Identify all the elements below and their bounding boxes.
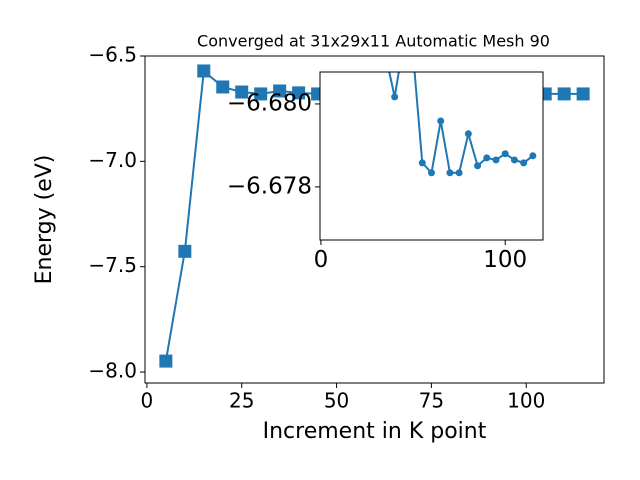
marker — [529, 152, 537, 160]
plot-area — [388, 72, 537, 177]
marker — [492, 156, 500, 164]
marker — [273, 84, 287, 98]
marker — [235, 85, 249, 99]
marker — [510, 156, 518, 164]
marker — [292, 86, 306, 100]
x-tick-label: 100 — [507, 389, 545, 413]
x-tick-label: 0 — [141, 389, 154, 413]
marker — [520, 159, 528, 167]
marker — [464, 130, 472, 138]
x-tick-label: 75 — [419, 389, 444, 413]
marker — [446, 169, 454, 177]
y-tick-label: −8.0 — [88, 359, 137, 383]
x-tick-label: 100 — [483, 247, 527, 273]
y-tick-label: −7.0 — [88, 148, 137, 172]
marker — [216, 80, 230, 94]
marker — [197, 64, 211, 78]
y-tick-label: −6.678 — [227, 173, 312, 199]
y-tick-label: −6.5 — [88, 43, 137, 67]
marker — [557, 87, 571, 101]
marker — [474, 162, 482, 170]
marker — [501, 150, 509, 158]
marker — [483, 154, 491, 162]
y-tick-label: −7.5 — [88, 253, 137, 277]
x-tick-label: 25 — [229, 389, 254, 413]
chart-title: Converged at 31x29x11 Automatic Mesh 90 — [197, 32, 550, 51]
y-axis-label: Energy (eV) — [32, 155, 57, 285]
marker — [159, 354, 173, 368]
marker — [437, 117, 445, 125]
x-axis-label: Increment in K point — [263, 419, 487, 444]
marker — [418, 159, 426, 167]
x-tick-label: 50 — [324, 389, 349, 413]
axes-frame — [319, 71, 544, 241]
marker — [576, 87, 590, 101]
marker — [391, 93, 399, 101]
x-tick-label: 0 — [314, 247, 329, 273]
marker — [254, 87, 268, 101]
marker — [428, 169, 435, 177]
marker — [178, 244, 192, 258]
y-tick-label: −6.680 — [227, 90, 312, 116]
marker — [455, 169, 463, 177]
axes-frame — [144, 55, 605, 384]
